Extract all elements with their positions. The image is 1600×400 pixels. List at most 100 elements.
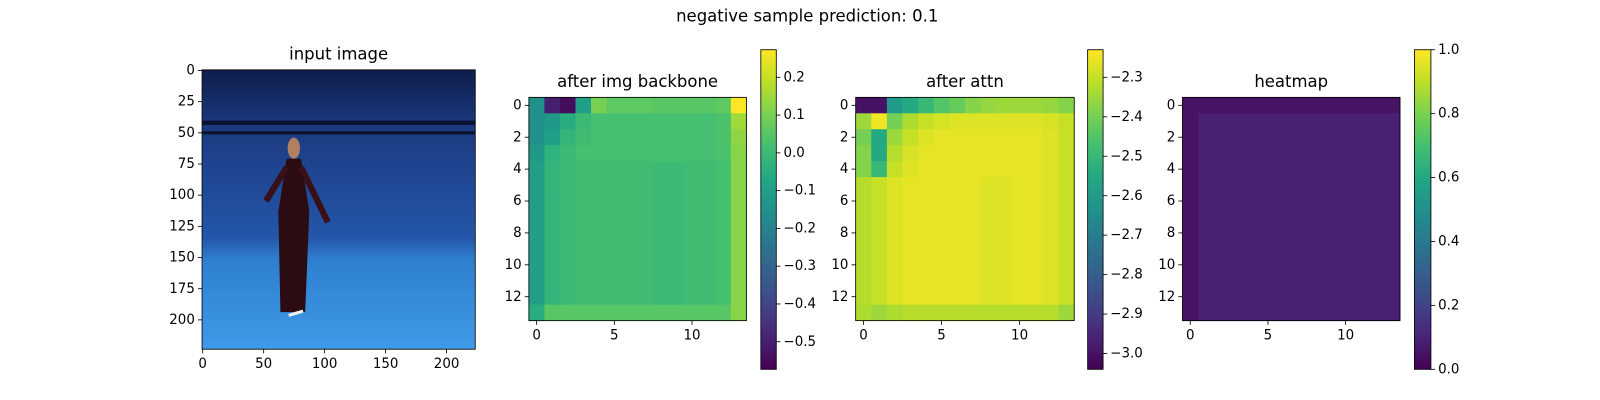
colorbar-tick-label: −0.5 [784, 334, 817, 350]
heatmap-cell [871, 256, 888, 274]
heatmap-cell [699, 304, 716, 322]
heatmap-cell [1011, 145, 1028, 162]
heatmap-cell [933, 193, 950, 210]
heatmap-cell [855, 177, 872, 194]
heatmap-cell [886, 97, 903, 114]
heatmap-cell [1198, 288, 1214, 306]
heatmap-cell [1384, 240, 1401, 258]
heatmap-cell [715, 177, 732, 194]
heatmap-cell [684, 224, 701, 242]
heatmap-cell [1011, 272, 1028, 290]
heatmap-cell [886, 193, 903, 210]
heatmap-cell [653, 161, 670, 178]
heatmap-cell [622, 224, 639, 242]
heatmap-cell [949, 256, 966, 274]
heatmap-cell [1368, 129, 1385, 146]
heatmap-cell [1260, 161, 1277, 178]
heatmap-cell [1198, 256, 1214, 274]
heatmap-cell [544, 208, 561, 226]
x-tick-label: 5 [610, 327, 619, 343]
heatmap-cell [730, 208, 747, 226]
heatmap-cell [1043, 288, 1060, 306]
heatmap-cell [559, 97, 576, 114]
heatmap-cell [544, 256, 561, 274]
heatmap-cell [855, 304, 872, 322]
heatmap-cell [591, 272, 607, 290]
heatmap-cell [559, 240, 576, 258]
heatmap-cell [684, 97, 701, 114]
heatmap-cell [559, 193, 576, 210]
heatmap-cell [1260, 304, 1277, 322]
heatmap-cell [964, 288, 981, 306]
heatmap-cell [1058, 304, 1075, 322]
heatmap-cell [918, 304, 935, 322]
heatmap-cell [871, 208, 888, 226]
heatmap-cell [871, 304, 888, 322]
heatmap-cell [1229, 113, 1246, 130]
heatmap-cell [855, 193, 872, 210]
heatmap-cell [1011, 177, 1028, 194]
heatmap-cell [1306, 224, 1323, 242]
heatmap-cell [1229, 145, 1246, 162]
heatmap-cell [1260, 97, 1277, 114]
axes-frame [528, 96, 747, 322]
heatmap-cell [575, 161, 592, 178]
y-tick-label: 6 [1167, 193, 1176, 209]
heatmap-cell [544, 129, 561, 146]
heatmap-cell [699, 177, 716, 194]
heatmap-cell [886, 272, 903, 290]
heatmap-cell [622, 97, 639, 114]
heatmap-cell [668, 224, 685, 242]
heatmap-cell [918, 208, 935, 226]
heatmap-cell [715, 240, 732, 258]
heatmap-cell [730, 240, 747, 258]
heatmap-cell [1229, 304, 1246, 322]
heatmap-cell [1291, 145, 1308, 162]
colorbar-tick-label: −2.6 [1110, 188, 1143, 204]
heatmap-cell [980, 304, 997, 322]
heatmap-cell [918, 161, 935, 178]
heatmap-cell [559, 113, 576, 130]
heatmap-cell [1182, 193, 1199, 210]
x-tick-label: 0 [859, 327, 868, 343]
heatmap-cell [684, 256, 701, 274]
heatmap-cell [684, 177, 701, 194]
heatmap-cell [622, 272, 639, 290]
heatmap-cell [559, 129, 576, 146]
heatmap-cell [668, 208, 685, 226]
heatmap-cell [637, 193, 654, 210]
heatmap-cell [933, 288, 950, 306]
y-tick-label: 2 [840, 129, 849, 145]
y-tick-label: 8 [840, 225, 849, 241]
x-tick-label: 0 [532, 327, 541, 343]
heatmap-cell [1368, 97, 1385, 114]
heatmap-cell [996, 304, 1013, 322]
heatmap-cell [1368, 113, 1385, 130]
heatmap-cell [730, 272, 747, 290]
heatmap-cell [949, 304, 966, 322]
heatmap-cell [1260, 129, 1277, 146]
heatmap-cell [528, 272, 545, 290]
heatmap-cell [637, 256, 654, 274]
heatmap-cell [855, 161, 872, 178]
heatmap-cell [886, 224, 903, 242]
heatmap-cell [1027, 177, 1044, 194]
heatmap-cell [668, 256, 685, 274]
heatmap-cell [1384, 113, 1401, 130]
heatmap-cell [1244, 256, 1261, 274]
heatmap-cell [684, 208, 701, 226]
heatmap-cell [871, 113, 888, 130]
heatmap-cell [1027, 113, 1044, 130]
heatmap-cell [684, 145, 701, 162]
heatmap-cell [699, 145, 716, 162]
heatmap-cell [1306, 304, 1323, 322]
heatmap-cell [1275, 224, 1292, 242]
heatmap-cell [544, 240, 561, 258]
heatmap-cell [637, 113, 654, 130]
heatmap-cell [559, 224, 576, 242]
heatmap-cell [980, 272, 997, 290]
heatmap-cell [1353, 113, 1370, 130]
heatmap-cell [730, 161, 747, 178]
heatmap-cell [528, 97, 545, 114]
